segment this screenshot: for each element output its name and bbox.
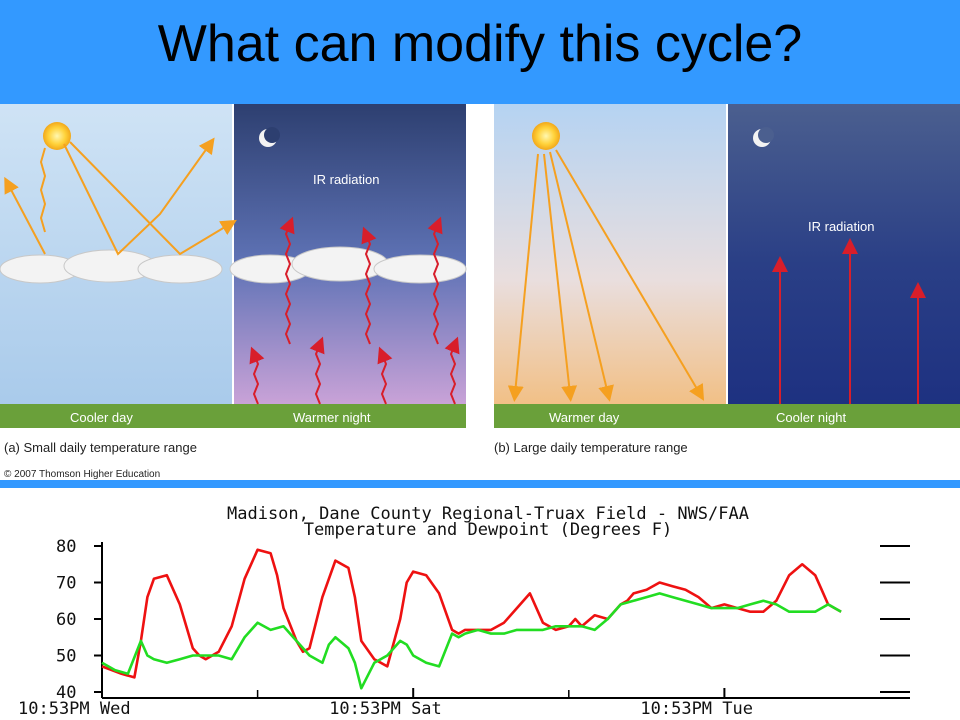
ir-arrow bbox=[279, 216, 295, 345]
ir-label-b: IR radiation bbox=[808, 219, 874, 234]
solar-arrow bbox=[4, 176, 46, 255]
temperature-chart: Madison, Dane County Regional-Truax Fiel… bbox=[18, 504, 910, 719]
solar-arrow bbox=[63, 137, 215, 256]
caption-a: (a) Small daily temperature range bbox=[4, 440, 197, 455]
ir-arrow bbox=[309, 336, 325, 405]
ir-arrow bbox=[427, 216, 443, 345]
ir-arrow bbox=[377, 346, 393, 405]
x-tick-label: 10:53PM Wed bbox=[18, 699, 131, 719]
ir-label-a: IR radiation bbox=[313, 172, 379, 187]
solar-arrow bbox=[543, 153, 578, 402]
y-tick-label: 60 bbox=[56, 610, 76, 630]
y-tick-label: 80 bbox=[56, 537, 76, 557]
y-tick-label: 40 bbox=[56, 683, 76, 703]
sun-icon bbox=[43, 122, 71, 150]
y-tick-label: 70 bbox=[56, 574, 76, 594]
copyright-credit: © 2007 Thomson Higher Education bbox=[4, 469, 161, 480]
caption-b: (b) Large daily temperature range bbox=[494, 440, 688, 455]
title-bar: What can modify this cycle? bbox=[0, 0, 960, 104]
cooler-day-label: Cooler day bbox=[70, 410, 133, 425]
panel-a: IR radiation Cooler day Warmer night bbox=[0, 104, 467, 428]
solar-arrow bbox=[555, 149, 705, 401]
dewpoint-series-line bbox=[101, 592, 842, 690]
illustration: IR radiation Cooler day Warmer night IR … bbox=[0, 104, 960, 428]
solar-arrow bbox=[507, 153, 539, 402]
chart-title: Madison, Dane County Regional-Truax Fiel… bbox=[227, 504, 749, 524]
cloud-layer bbox=[0, 246, 467, 284]
warmer-day-label: Warmer day bbox=[549, 410, 620, 425]
warmer-night-label: Warmer night bbox=[293, 410, 371, 425]
x-tick-label: 10:53PM Tue bbox=[640, 699, 753, 719]
ir-arrow bbox=[249, 346, 265, 405]
temperature-series-line bbox=[101, 548, 842, 679]
chart-subtitle: Temperature and Dewpoint (Degrees F) bbox=[304, 520, 672, 540]
ir-arrow bbox=[444, 336, 460, 405]
ir-arrow bbox=[361, 226, 377, 345]
moon-icon bbox=[753, 127, 774, 147]
moon-icon bbox=[259, 127, 280, 147]
panel-b: IR radiation Warmer day Cooler night bbox=[494, 104, 960, 428]
cooler-night-label: Cooler night bbox=[776, 410, 846, 425]
slide-title: What can modify this cycle? bbox=[157, 15, 803, 73]
solar-arrow bbox=[39, 147, 47, 233]
y-tick-label: 50 bbox=[56, 647, 76, 667]
solar-arrow bbox=[69, 141, 237, 256]
sun-icon bbox=[532, 122, 560, 150]
x-tick-label: 10:53PM Sat bbox=[329, 699, 442, 719]
solar-arrow bbox=[549, 151, 614, 402]
divider-strip bbox=[0, 480, 960, 488]
